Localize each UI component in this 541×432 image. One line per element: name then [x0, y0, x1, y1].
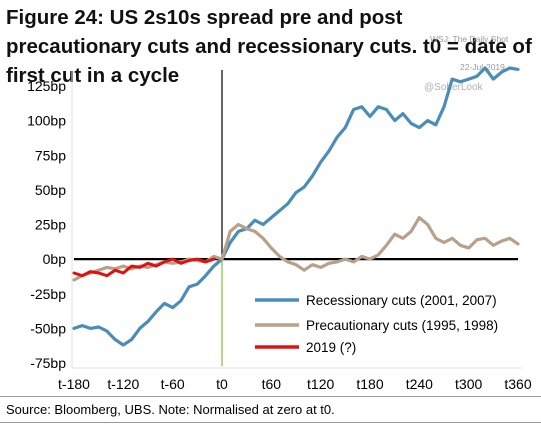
precautionary-cuts-line — [72, 216, 520, 282]
watermark-date: 22-Jul-2019 — [460, 62, 505, 72]
y-tick-label: 75bp — [35, 147, 66, 163]
figure-title-text: Figure 24: US 2s10s spread pre and post … — [6, 6, 532, 87]
x-tick-label: t60 — [262, 376, 282, 392]
y-tick-label: 25bp — [35, 217, 66, 233]
footer-bottom-divider — [0, 422, 541, 423]
y-tick-label: 125bp — [27, 78, 66, 94]
x-tick-label: t-60 — [161, 376, 185, 392]
x-tick-label: t300 — [455, 376, 482, 392]
x-tick-label: t120 — [307, 376, 334, 392]
x-tick-label: t0 — [216, 376, 228, 392]
x-tick-label: t360 — [504, 376, 531, 392]
footer-divider — [0, 396, 541, 397]
legend-2019-label: 2019 (?) — [306, 340, 356, 355]
y-tick-label: -75bp — [30, 355, 66, 371]
x-tick-label: t180 — [356, 376, 383, 392]
y2019-line — [72, 257, 216, 278]
x-tick-label: t240 — [406, 376, 433, 392]
y-tick-label: 0bp — [43, 251, 67, 267]
y-tick-label: 100bp — [27, 113, 66, 129]
recessionary-cuts-line — [72, 66, 520, 347]
x-tick-label: t-120 — [107, 376, 139, 392]
watermark-source: WSJ: The Daily Shot — [430, 34, 509, 44]
legend-precautionary-label: Precautionary cuts (1995, 1998) — [306, 318, 498, 333]
y-tick-label: 50bp — [35, 182, 66, 198]
y-tick-label: -50bp — [30, 320, 66, 336]
chart-title: Figure 24: US 2s10s spread pre and post … — [6, 3, 536, 90]
x-tick-label: t-180 — [58, 376, 90, 392]
source-note: Source: Bloomberg, UBS. Note: Normalised… — [6, 402, 335, 417]
legend-recessionary-label: Recessionary cuts (2001, 2007) — [306, 293, 497, 308]
watermark-handle: @SoberLook — [424, 82, 483, 93]
y-tick-label: -25bp — [30, 286, 66, 302]
